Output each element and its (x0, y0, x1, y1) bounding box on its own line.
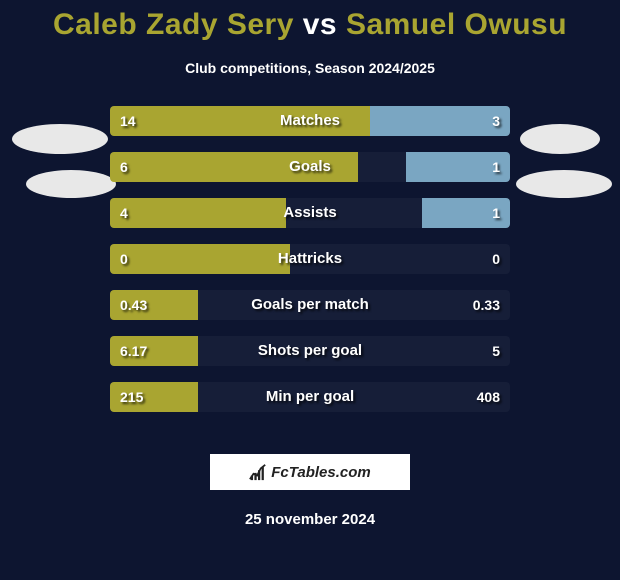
club-badge-placeholder (516, 170, 612, 198)
stat-label: Min per goal (110, 382, 510, 412)
comparison-title: Caleb Zady Sery vs Samuel Owusu (0, 0, 620, 42)
chart-icon (249, 463, 267, 481)
vs-label: vs (303, 8, 337, 41)
stat-label: Goals (110, 152, 510, 182)
club-badge-placeholder (12, 124, 108, 154)
stat-row: 6.175Shots per goal (110, 336, 510, 366)
stat-label: Shots per goal (110, 336, 510, 366)
stat-label: Goals per match (110, 290, 510, 320)
subtitle: Club competitions, Season 2024/2025 (0, 60, 620, 76)
stat-rows: 143Matches 61Goals 41Assists 00Hattricks 0.4… (110, 106, 510, 428)
stat-label: Matches (110, 106, 510, 136)
stat-row: 143Matches (110, 106, 510, 136)
brand-badge[interactable]: FcTables.com (210, 454, 410, 490)
stat-label: Hattricks (110, 244, 510, 274)
player1-name: Caleb Zady Sery (53, 8, 294, 41)
footer-date: 25 november 2024 (0, 511, 620, 528)
brand-text: FcTables.com (271, 464, 370, 481)
stat-row: 00Hattricks (110, 244, 510, 274)
player2-name: Samuel Owusu (346, 8, 567, 41)
club-badge-placeholder (26, 170, 116, 198)
chart-area: 143Matches 61Goals 41Assists 00Hattricks 0.4… (0, 106, 620, 436)
stat-row: 61Goals (110, 152, 510, 182)
club-badge-placeholder (520, 124, 600, 154)
stat-row: 0.430.33Goals per match (110, 290, 510, 320)
stat-row: 215408Min per goal (110, 382, 510, 412)
stat-row: 41Assists (110, 198, 510, 228)
stat-label: Assists (110, 198, 510, 228)
